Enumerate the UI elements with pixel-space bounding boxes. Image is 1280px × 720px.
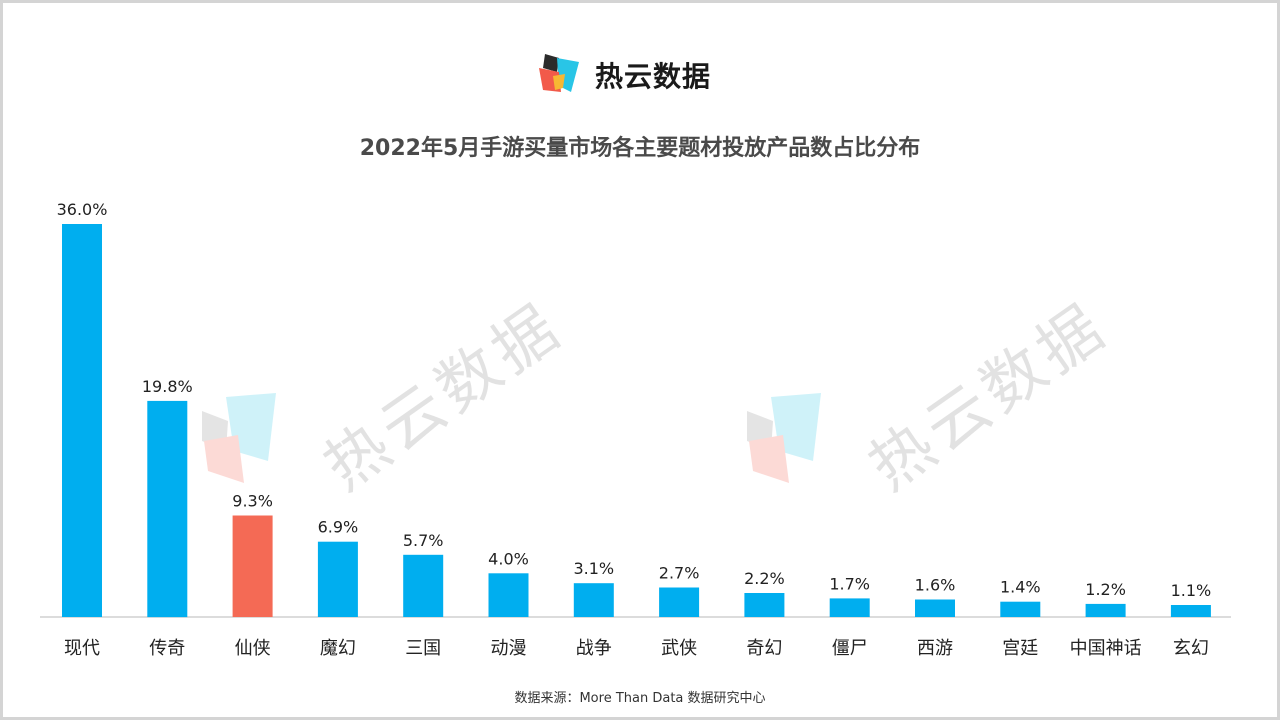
chart-title: 2022年5月手游买量市场各主要题材投放产品数占比分布 (359, 136, 921, 161)
bar-5 (488, 573, 529, 617)
bar-value-label: 2.7% (659, 564, 700, 583)
bar-value-label: 6.9% (318, 518, 359, 537)
brand-logo-icon (539, 54, 579, 92)
bar-chart: 36.0% 现代 19.8% 传奇 9.3% 仙侠 6.9% 魔幻 5.7% 三国 4.0% 动漫 3.… (40, 200, 1231, 659)
bar-4 (403, 554, 444, 617)
category-label: 仙侠 (235, 638, 271, 659)
bar-9 (829, 598, 870, 617)
bar-value-label: 1.1% (1171, 581, 1212, 600)
category-label: 玄幻 (1173, 638, 1209, 659)
bar-value-label: 1.4% (1000, 578, 1041, 597)
bar-value-label: 5.7% (403, 531, 444, 550)
category-label: 战争 (576, 638, 612, 659)
category-label: 传奇 (149, 638, 185, 659)
bar-2 (232, 515, 273, 617)
bar-0 (62, 224, 102, 617)
bar-8 (744, 593, 785, 617)
bar-value-label: 1.2% (1085, 580, 1126, 599)
bar-7 (659, 587, 700, 617)
bar-12 (1085, 603, 1126, 617)
data-source: 数据来源：More Than Data 数据研究中心 (514, 691, 766, 706)
category-label: 奇幻 (746, 638, 782, 659)
category-label: 僵尸 (832, 638, 868, 659)
category-label: 武侠 (661, 638, 697, 659)
bar-value-label: 4.0% (488, 549, 529, 568)
category-label: 西游 (917, 638, 953, 659)
bar-value-label: 19.8% (142, 377, 193, 396)
brand-logo: 热云数据 (533, 49, 743, 101)
bar-value-label: 1.6% (915, 576, 956, 595)
bar-value-label: 9.3% (232, 492, 273, 511)
bar-value-label: 3.1% (573, 559, 614, 578)
bar-13 (1170, 605, 1211, 617)
category-label: 宫廷 (1002, 638, 1038, 659)
bar-value-label: 2.2% (744, 569, 785, 588)
brand-name: 热云数据 (595, 60, 712, 93)
bar-6 (573, 583, 614, 617)
bar-value-label: 36.0% (57, 200, 108, 219)
bar-10 (915, 599, 955, 617)
category-label: 三国 (405, 638, 441, 659)
bars-group: 36.0% 现代 19.8% 传奇 9.3% 仙侠 6.9% 魔幻 5.7% 三国 4.0% 动漫 3.… (57, 200, 1212, 659)
category-label: 动漫 (491, 638, 527, 659)
bar-value-label: 1.7% (829, 574, 870, 593)
category-label: 魔幻 (320, 638, 356, 659)
bar-3 (317, 541, 358, 617)
category-label: 中国神话 (1070, 638, 1142, 659)
category-label: 现代 (64, 638, 100, 659)
bar-11 (1000, 601, 1041, 617)
bar-1 (147, 400, 188, 618)
